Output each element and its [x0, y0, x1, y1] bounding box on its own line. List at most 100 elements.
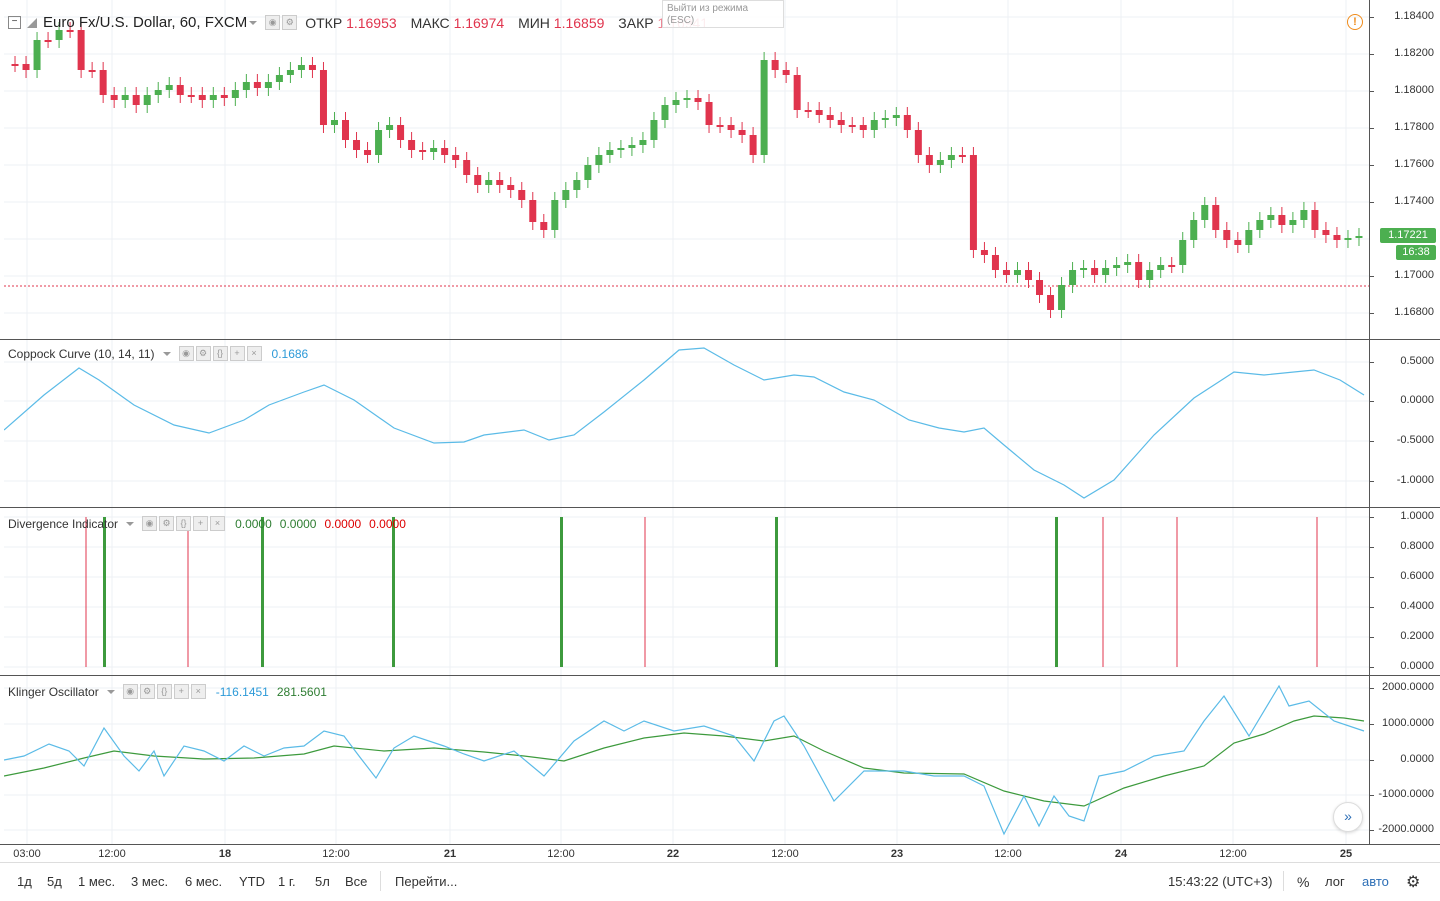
source-code-icon[interactable]: {}: [156, 684, 172, 699]
candle-body: [1157, 265, 1165, 270]
log-scale-toggle[interactable]: лог: [1325, 874, 1345, 889]
symbol-title[interactable]: Euro Fx/U.S. Dollar, 60, FXCM: [43, 14, 248, 31]
range-3m[interactable]: 3 мес.: [131, 874, 169, 889]
candle-body: [826, 115, 834, 120]
scroll-to-realtime-button[interactable]: »: [1333, 802, 1363, 832]
candle-body: [209, 95, 217, 100]
coppock-title[interactable]: Coppock Curve (10, 14, 11): [8, 346, 155, 361]
close-icon[interactable]: ×: [246, 346, 262, 361]
klinger-legend: Klinger Oscillator ◉ ⚙ {} + × -116.1451 …: [8, 684, 327, 699]
axis-tick-label: 1.17000: [1394, 269, 1434, 281]
candle-body: [782, 70, 790, 75]
coppock-legend: Coppock Curve (10, 14, 11) ◉ ⚙ {} + × 0.…: [8, 346, 308, 361]
gear-icon[interactable]: ⚙: [1406, 874, 1421, 891]
axis-tick-label: -1000.0000: [1378, 788, 1434, 800]
time-tick-label: 12:00: [994, 848, 1022, 860]
price-plot[interactable]: [4, 0, 1370, 339]
divergence-axis[interactable]: 1.0000 0.8000 0.6000 0.4000 0.2000 0.0000: [1369, 508, 1440, 675]
candle-body: [749, 135, 757, 155]
candle-body: [573, 180, 581, 190]
divergence-value-2: 0.0000: [279, 516, 317, 531]
eye-icon[interactable]: ◉: [122, 684, 138, 699]
price-axis[interactable]: 1.18400 1.18200 1.18000 1.17800 1.17600 1.174…: [1369, 0, 1440, 339]
gear-icon[interactable]: ⚙: [159, 516, 175, 531]
axis-tick-label: 1.0000: [1400, 510, 1434, 522]
collapse-icon[interactable]: −: [8, 16, 21, 29]
candle-body: [110, 95, 118, 100]
goto-date-button[interactable]: Перейти...: [395, 874, 458, 889]
open-value: 1.16953: [346, 14, 397, 31]
close-icon[interactable]: ×: [210, 516, 226, 531]
range-all[interactable]: Все: [345, 874, 368, 889]
last-price-badge: 1.17221: [1380, 228, 1436, 243]
warning-icon[interactable]: !: [1347, 14, 1363, 30]
eye-icon[interactable]: ◉: [178, 346, 194, 361]
coppock-pane[interactable]: 0.5000 0.0000 -0.5000 -1.0000 Coppock Curve…: [0, 340, 1440, 508]
clock-timezone[interactable]: 15:43:22 (UTC+3): [1168, 874, 1273, 889]
candle-body: [529, 200, 537, 222]
axis-tick-label: 0.0000: [1400, 394, 1434, 406]
price-pane[interactable]: 1.18400 1.18200 1.18000 1.17800 1.17600 1.174…: [0, 0, 1440, 340]
candle-body: [1289, 220, 1297, 225]
tooltip-text: Выйти из режима: [667, 3, 749, 14]
candle-body: [353, 140, 361, 150]
candle-body: [419, 150, 427, 152]
axis-tick-mark: [1370, 688, 1374, 689]
klinger-title[interactable]: Klinger Oscillator: [8, 684, 99, 699]
divergence-pane[interactable]: 1.0000 0.8000 0.6000 0.4000 0.2000 0.0000 Div…: [0, 508, 1440, 676]
gear-icon[interactable]: ⚙: [282, 15, 298, 30]
time-axis[interactable]: 03:00 12:00 18 12:00 21 12:00 22 12:00 23 12:00 24…: [0, 845, 1440, 862]
chevron-down-icon[interactable]: [106, 689, 115, 694]
candle-body: [165, 85, 173, 90]
close-icon[interactable]: ×: [190, 684, 206, 699]
klinger-axis[interactable]: 2000.0000 1000.0000 0.0000 -1000.0000 -2000.…: [1369, 676, 1440, 844]
time-tick-label: 12:00: [322, 848, 350, 860]
source-code-icon[interactable]: {}: [176, 516, 192, 531]
range-5d[interactable]: 5д: [47, 874, 62, 889]
bottom-toolbar: 1д 5д 1 мес. 3 мес. 6 мес. YTD 1 г. 5л В…: [0, 862, 1440, 901]
axis-tick-mark: [1370, 128, 1374, 129]
candle-body: [958, 155, 966, 157]
axis-tick-mark: [1370, 91, 1374, 92]
range-1d[interactable]: 1д: [17, 874, 32, 889]
plus-icon[interactable]: +: [173, 684, 189, 699]
eye-icon[interactable]: ◉: [142, 516, 158, 531]
klinger-pane[interactable]: 2000.0000 1000.0000 0.0000 -1000.0000 -2000.…: [0, 676, 1440, 845]
range-1y[interactable]: 1 г.: [278, 874, 296, 889]
axis-tick-mark: [1370, 481, 1374, 482]
gear-icon[interactable]: ⚙: [195, 346, 211, 361]
candle-body: [1069, 270, 1077, 285]
axis-tick-mark: [1370, 577, 1374, 578]
candle-body: [187, 95, 195, 97]
klinger-plot[interactable]: [4, 676, 1370, 844]
coppock-plot[interactable]: [4, 340, 1370, 507]
candle-body: [66, 30, 74, 32]
chevron-down-icon[interactable]: [249, 20, 258, 25]
exit-fullscreen-tooltip[interactable]: Выйти из режима (ESC): [662, 0, 784, 28]
candle-body: [507, 185, 515, 190]
candle-body: [903, 115, 911, 130]
percent-scale-toggle[interactable]: %: [1297, 874, 1310, 890]
eye-icon[interactable]: ◉: [265, 15, 281, 30]
range-ytd[interactable]: YTD: [239, 874, 265, 889]
range-1m[interactable]: 1 мес.: [78, 874, 116, 889]
auto-scale-toggle[interactable]: авто: [1362, 874, 1389, 889]
gear-icon[interactable]: ⚙: [139, 684, 155, 699]
chevron-down-icon[interactable]: [162, 351, 171, 356]
coppock-axis[interactable]: 0.5000 0.0000 -0.5000 -1.0000: [1369, 340, 1440, 507]
source-code-icon[interactable]: {}: [212, 346, 228, 361]
chevron-down-icon[interactable]: [126, 521, 135, 526]
axis-tick-label: 0.4000: [1400, 600, 1434, 612]
divergence-title[interactable]: Divergence Indicator: [8, 516, 119, 531]
candle-body: [231, 90, 239, 98]
candle-body: [1179, 240, 1187, 265]
plus-icon[interactable]: +: [229, 346, 245, 361]
range-6m[interactable]: 6 мес.: [185, 874, 223, 889]
candle-body: [969, 155, 977, 250]
time-tick-label: 12:00: [1219, 848, 1247, 860]
axis-tick-label: 0.8000: [1400, 540, 1434, 552]
bullish-divergence-bar: [392, 517, 395, 667]
plus-icon[interactable]: +: [193, 516, 209, 531]
range-5y[interactable]: 5л: [315, 874, 330, 889]
divergence-plot[interactable]: [4, 508, 1370, 675]
